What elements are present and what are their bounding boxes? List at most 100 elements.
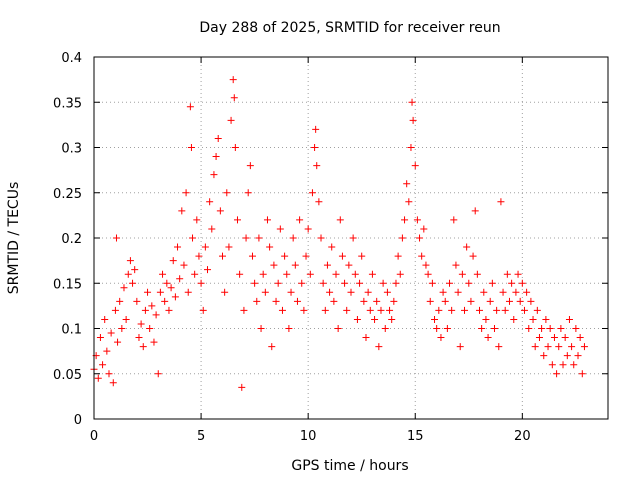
data-point bbox=[353, 315, 361, 323]
data-point bbox=[446, 279, 454, 287]
data-point bbox=[409, 116, 417, 124]
data-point bbox=[420, 225, 428, 233]
data-point bbox=[576, 334, 584, 342]
data-point bbox=[332, 270, 340, 278]
data-point bbox=[281, 252, 289, 260]
data-point bbox=[454, 288, 462, 296]
data-point bbox=[274, 279, 282, 287]
data-point bbox=[358, 252, 366, 260]
data-point bbox=[118, 325, 126, 332]
data-point bbox=[293, 297, 301, 305]
data-point bbox=[101, 315, 109, 323]
data-point bbox=[396, 270, 404, 278]
data-point bbox=[221, 288, 229, 296]
data-point bbox=[141, 306, 149, 314]
data-point bbox=[150, 338, 158, 346]
data-point bbox=[505, 297, 513, 305]
data-point bbox=[533, 306, 541, 314]
data-point bbox=[550, 334, 558, 342]
data-point bbox=[557, 325, 565, 332]
axis-ticks: 0 5 10 15 20 0 0.05 0.1 0.15 0.2 0.25 0.3 0.35 0.4 bbox=[53, 51, 608, 444]
data-point bbox=[311, 144, 319, 151]
data-point bbox=[315, 198, 323, 206]
data-point bbox=[377, 306, 385, 314]
data-point bbox=[486, 297, 494, 305]
x-tick-label: 5 bbox=[197, 429, 205, 444]
data-point bbox=[516, 297, 524, 305]
data-point bbox=[259, 270, 267, 278]
data-point bbox=[580, 343, 588, 351]
data-point bbox=[572, 325, 580, 332]
data-point bbox=[191, 270, 199, 278]
data-point bbox=[512, 288, 520, 296]
data-point bbox=[450, 216, 458, 224]
y-tick-label: 0.25 bbox=[53, 187, 82, 202]
data-point bbox=[501, 306, 509, 314]
data-point bbox=[336, 216, 344, 224]
y-tick-label: 0.3 bbox=[61, 142, 82, 157]
data-point bbox=[208, 225, 216, 233]
data-point bbox=[366, 306, 374, 314]
data-point bbox=[227, 116, 235, 124]
data-point bbox=[488, 279, 496, 287]
data-point bbox=[308, 189, 316, 197]
data-point bbox=[411, 162, 419, 170]
data-point bbox=[373, 297, 381, 305]
data-point bbox=[408, 98, 416, 106]
data-point bbox=[298, 279, 306, 287]
x-axis-label: GPS time / hours bbox=[291, 458, 408, 474]
data-point bbox=[300, 306, 308, 314]
data-point bbox=[478, 325, 486, 332]
data-point bbox=[251, 279, 259, 287]
data-point bbox=[328, 243, 336, 251]
data-point bbox=[135, 334, 143, 342]
data-point bbox=[407, 144, 415, 151]
y-tick-label: 0.4 bbox=[61, 51, 82, 66]
data-point bbox=[133, 297, 141, 305]
data-point bbox=[403, 180, 411, 188]
data-point bbox=[518, 279, 526, 287]
data-point bbox=[465, 279, 473, 287]
data-point bbox=[544, 343, 552, 351]
data-point bbox=[531, 343, 539, 351]
data-point bbox=[229, 76, 237, 84]
data-point bbox=[371, 315, 379, 323]
data-point bbox=[317, 234, 325, 242]
data-point bbox=[122, 315, 130, 323]
data-point bbox=[381, 325, 389, 332]
data-point bbox=[171, 293, 179, 301]
data-point bbox=[362, 334, 370, 342]
data-point bbox=[261, 288, 269, 296]
data-point bbox=[467, 297, 475, 305]
data-point bbox=[388, 315, 396, 323]
data-point bbox=[351, 270, 359, 278]
y-tick-label: 0.05 bbox=[53, 368, 82, 383]
data-point bbox=[230, 94, 238, 102]
data-point bbox=[276, 225, 284, 233]
data-point bbox=[561, 334, 569, 342]
data-point bbox=[216, 207, 224, 215]
data-point bbox=[555, 343, 563, 351]
data-point bbox=[437, 334, 445, 342]
data-point bbox=[398, 234, 406, 242]
data-point bbox=[323, 261, 331, 269]
data-point bbox=[441, 297, 449, 305]
data-point bbox=[578, 370, 586, 378]
data-point bbox=[219, 252, 226, 260]
data-point bbox=[287, 288, 295, 296]
data-point bbox=[184, 288, 192, 296]
x-tick-label: 0 bbox=[90, 429, 98, 444]
data-point bbox=[495, 343, 503, 351]
y-tick-label: 0.2 bbox=[61, 232, 82, 247]
data-point bbox=[319, 279, 327, 287]
data-point bbox=[469, 252, 477, 260]
data-point bbox=[428, 279, 436, 287]
data-point bbox=[163, 279, 171, 287]
data-point bbox=[334, 325, 342, 332]
data-point bbox=[296, 216, 304, 224]
data-point bbox=[178, 207, 186, 215]
data-point bbox=[538, 325, 546, 332]
data-point bbox=[456, 343, 464, 351]
data-point bbox=[266, 243, 274, 251]
data-point bbox=[246, 162, 254, 170]
